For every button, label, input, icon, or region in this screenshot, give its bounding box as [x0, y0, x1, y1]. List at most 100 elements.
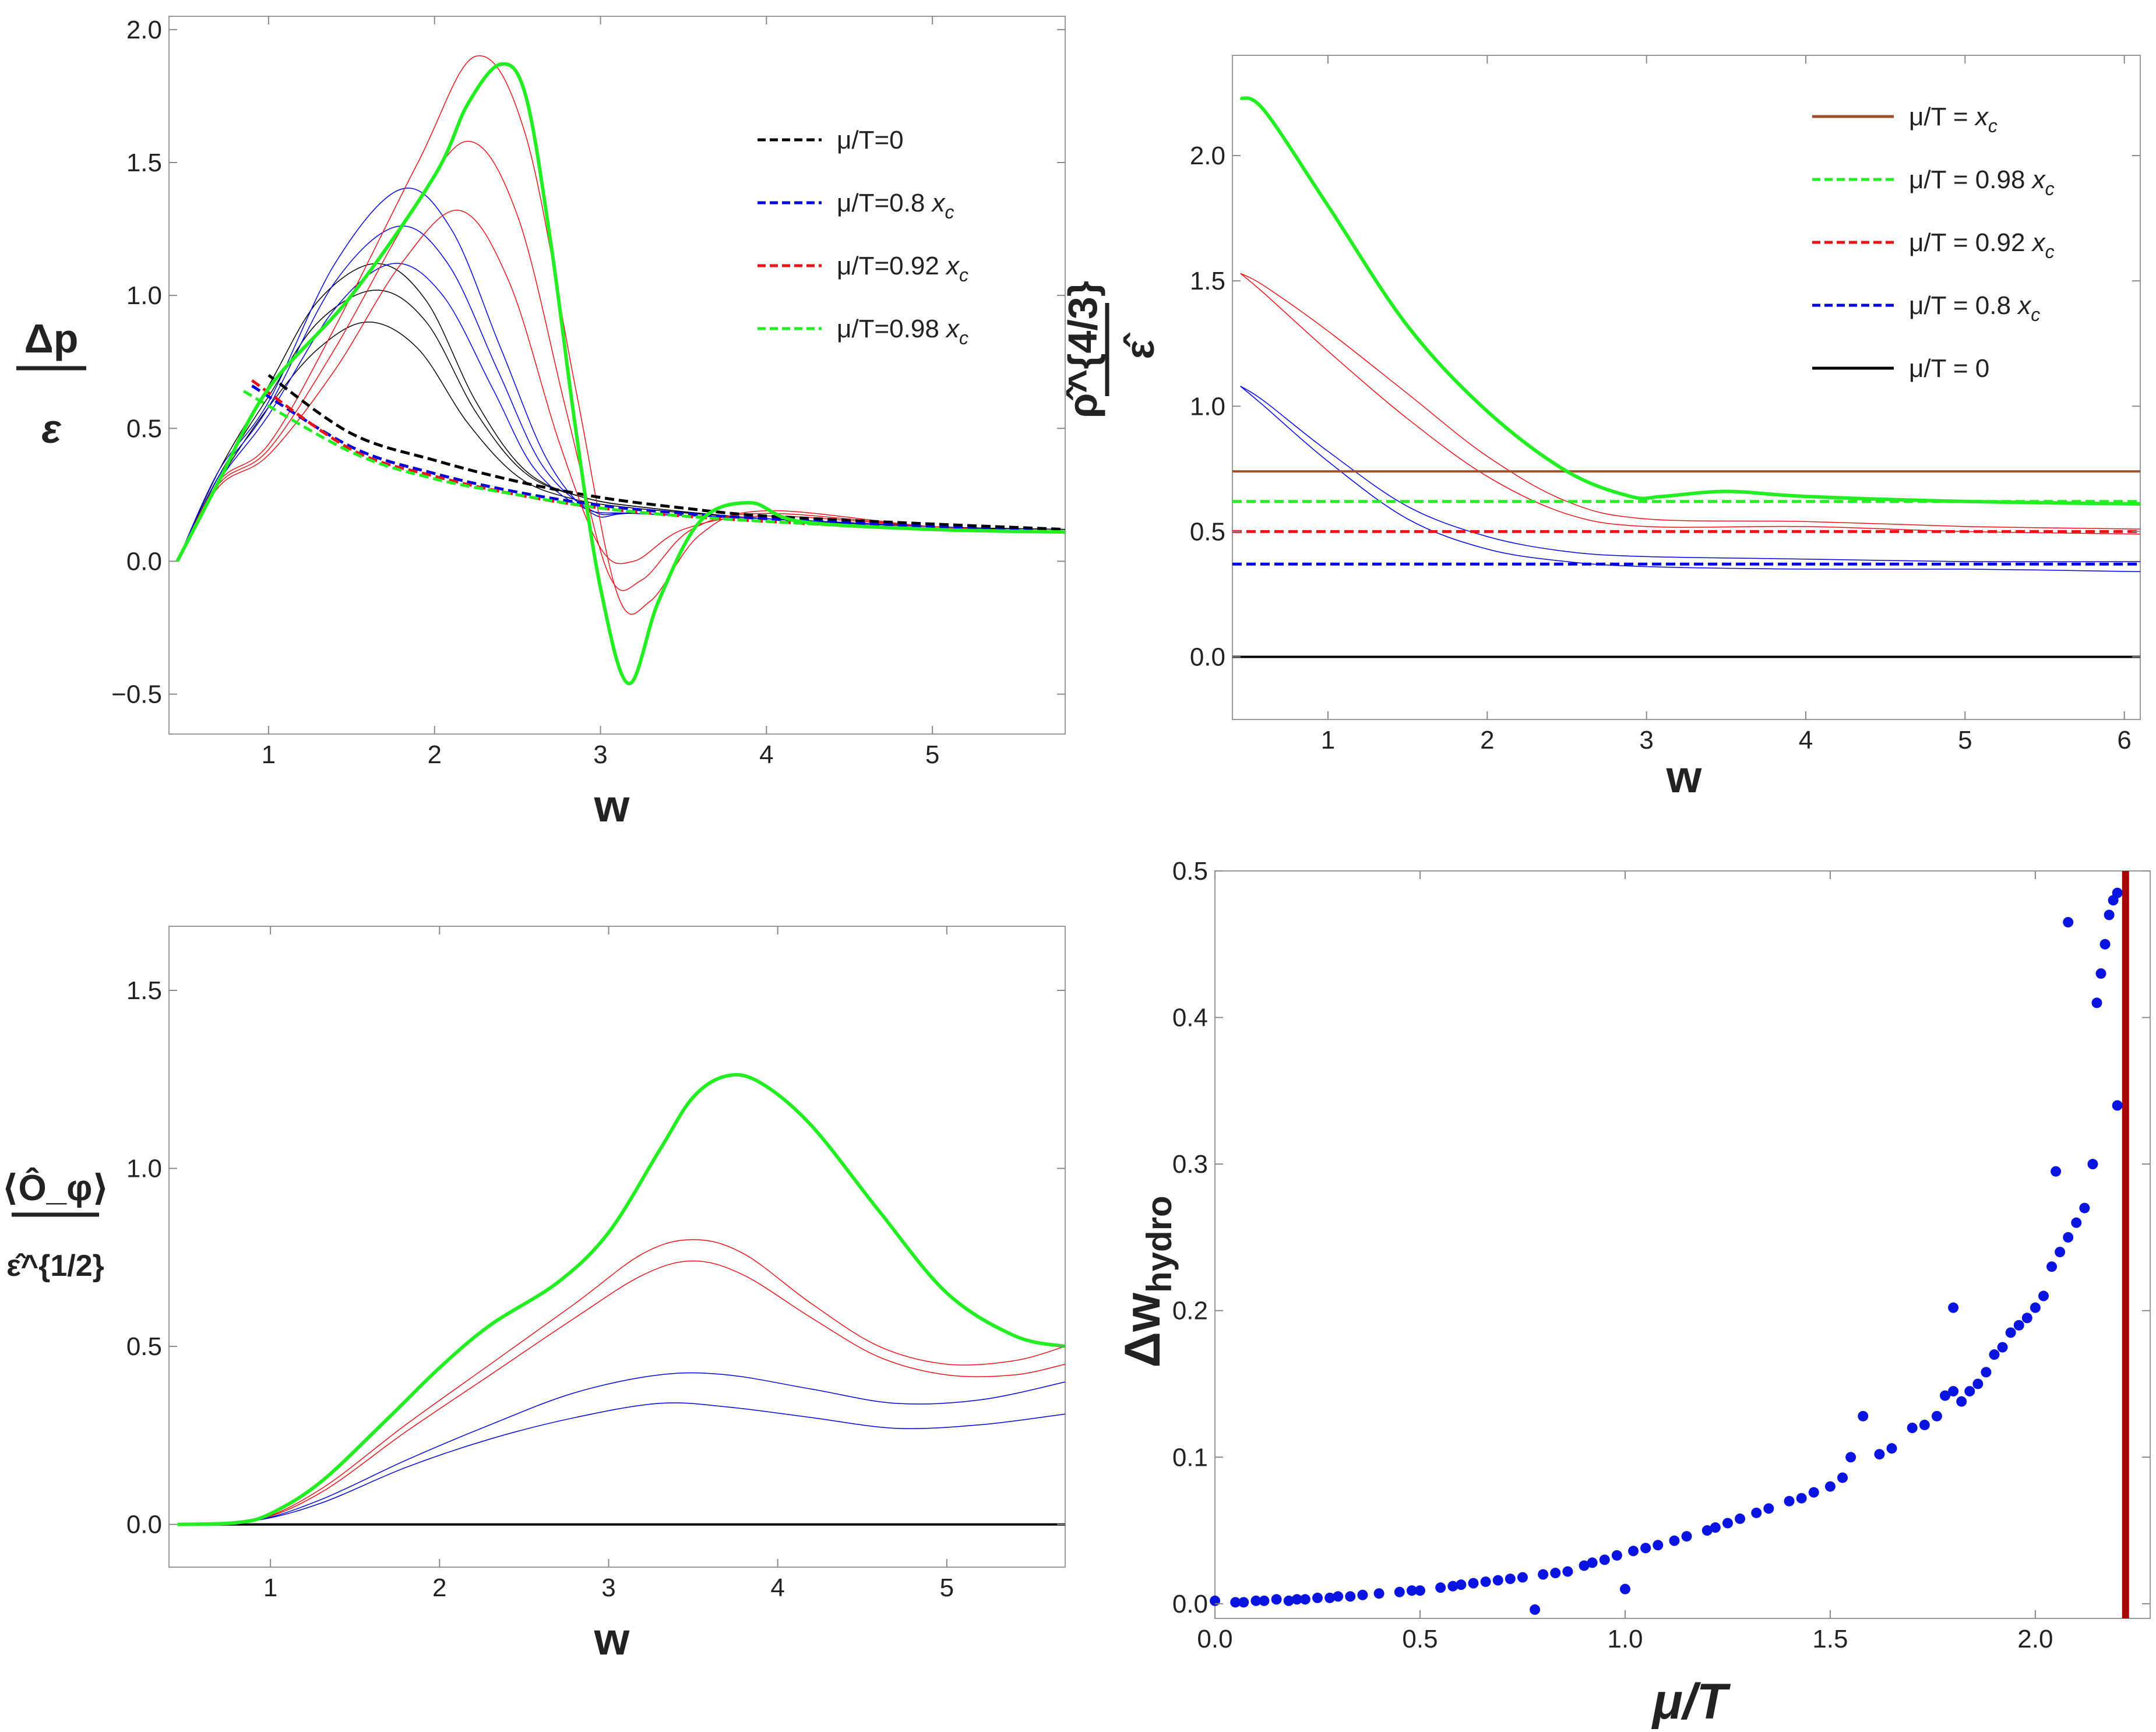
- p4-scatter-point: [1414, 1585, 1425, 1596]
- p4-ytick-label: 0.3: [1172, 1150, 1208, 1179]
- p3-ytick-label: 1.0: [126, 1155, 162, 1183]
- p4-xtick-label: 0.5: [1402, 1625, 1438, 1653]
- p4-scatter-point: [1468, 1578, 1479, 1589]
- p3-xtick-label: 2: [432, 1574, 446, 1602]
- p2-legend-label: μ/T = xc: [1909, 103, 1998, 136]
- p4-points-group: [1210, 871, 2129, 1618]
- p2-ytick-label: 0.0: [1190, 643, 1225, 671]
- panel-delta-p: 1 2 3 4 5 −0.5 0.0 0.5 1.0 1.5 2.0 μ/T=0 μ/T=0.8 xc…: [16, 16, 1066, 831]
- panel-rho-ratio: 1 2 3 4 5 6 0.0 0.5 1.0 1.5 2.0 μ/T = xc μ/T = 0.98…: [1060, 55, 2141, 802]
- p1-legend-label: μ/T=0.92 xc: [837, 252, 968, 285]
- p2-legend-label: μ/T = 0: [1909, 354, 1989, 383]
- p4-ytick-label: 0.5: [1172, 857, 1208, 886]
- p1-series-line: [177, 263, 1065, 562]
- p3-ytick-label: 0.0: [126, 1511, 162, 1539]
- p4-scatter-point: [1394, 1586, 1405, 1597]
- p3-y-axis-label-numerator: ⟨Ô_φ⟩: [2, 1168, 109, 1208]
- p4-scatter-point: [1981, 1367, 1992, 1378]
- p3-series-line: [177, 1372, 1065, 1525]
- p4-scatter-point: [2112, 887, 2123, 898]
- p4-scatter-point: [1722, 1518, 1733, 1529]
- p4-scatter-point: [2063, 917, 2074, 928]
- p4-scatter-point: [1948, 1302, 1959, 1313]
- p4-scatter-point: [1989, 1349, 2000, 1360]
- p4-scatter-point: [1599, 1554, 1610, 1565]
- p4-scatter-point: [1259, 1595, 1270, 1606]
- p1-xtick-label: 4: [759, 740, 773, 769]
- p2-series-line: [1240, 386, 2140, 572]
- p4-scatter-point: [1579, 1560, 1590, 1571]
- p4-scatter-point: [1230, 1597, 1241, 1608]
- p1-series-group: [175, 55, 1065, 686]
- p4-scatter-point: [1784, 1495, 1795, 1507]
- p4-scatter-point: [1751, 1507, 1762, 1518]
- p4-scatter-point: [1357, 1589, 1368, 1600]
- p2-legend-label: μ/T = 0.8 xc: [1909, 291, 2040, 325]
- p1-legend: μ/T=0 μ/T=0.8 xc μ/T=0.92 xc μ/T=0.98 xc: [758, 126, 968, 348]
- p3-x-axis-label: w: [594, 1613, 630, 1664]
- p4-scatter-point: [2079, 1202, 2090, 1214]
- p1-ytick-label: 0.0: [126, 547, 162, 576]
- p2-ytick-label: 2.0: [1190, 142, 1225, 170]
- p1-series-line: [251, 385, 1065, 534]
- p2-series-group: [1232, 96, 2140, 658]
- p2-plot-frame: [1232, 55, 2141, 720]
- p1-x-axis-label: w: [594, 780, 630, 831]
- p3-series-line: [177, 1073, 1065, 1526]
- p3-plot-frame: [168, 926, 1066, 1568]
- p4-scatter-point: [1435, 1582, 1446, 1593]
- p4-ytick-label: 0.1: [1172, 1443, 1208, 1472]
- p4-scatter-point: [1948, 1386, 1959, 1397]
- p2-xtick-label: 5: [1958, 726, 1972, 754]
- p4-scatter-point: [1324, 1592, 1336, 1603]
- p3-xtick-label: 5: [940, 1574, 954, 1602]
- p1-legend-label: μ/T=0.98 xc: [837, 315, 968, 348]
- p3-ytick-label: 1.5: [126, 976, 162, 1005]
- p4-scatter-point: [1283, 1595, 1294, 1606]
- p3-series-line: [177, 1402, 1065, 1525]
- p4-scatter-point: [2051, 1166, 2062, 1177]
- p4-scatter-point: [2095, 968, 2106, 979]
- p4-y-axis-label: Δwhydro: [1115, 1195, 1179, 1367]
- p4-scatter-point: [1210, 1595, 1220, 1606]
- p4-x-axis-label: μ/T: [1651, 1674, 1731, 1730]
- panel-delta-w-hydro: 0.0 0.5 1.0 1.5 2.0 0.0 0.1 0.2 0.3 0.4 0.5 μ/T Δw…: [1115, 857, 2151, 1730]
- p4-xtick-label: 1.0: [1607, 1625, 1643, 1653]
- p4-plot-frame: [1214, 870, 2151, 1619]
- p4-scatter-point: [1845, 1452, 1856, 1463]
- p1-xtick-label: 3: [593, 740, 607, 769]
- p4-scatter-point: [1299, 1594, 1310, 1605]
- p2-y-axis-label-denominator: ε̂: [1117, 332, 1162, 359]
- p4-scatter-point: [2112, 1100, 2123, 1111]
- p4-scatter-point: [1628, 1546, 1639, 1557]
- p3-xtick-label: 4: [770, 1574, 784, 1602]
- p4-ytick-label: 0.4: [1172, 1004, 1208, 1032]
- p4-scatter-point: [1271, 1594, 1282, 1605]
- p4-scatter-point: [2087, 1159, 2098, 1170]
- p4-scatter-point: [1964, 1386, 1975, 1397]
- p1-ytick-label: −0.5: [111, 680, 162, 709]
- p4-scatter-point: [2005, 1327, 2016, 1338]
- p4-scatter-point: [2091, 997, 2102, 1008]
- p2-xtick-label: 2: [1480, 726, 1494, 754]
- p2-x-axis-label: w: [1666, 751, 1702, 802]
- p4-scatter-point: [1972, 1378, 1984, 1389]
- p3-y-axis-label-denominator: ε̂^{1/2}: [6, 1249, 104, 1283]
- p4-scatter-point: [1837, 1472, 1848, 1483]
- p4-ytick-label: 0.0: [1172, 1590, 1208, 1618]
- p4-scatter-point: [2013, 1320, 2024, 1331]
- p2-legend-label: μ/T = 0.98 xc: [1909, 165, 2055, 199]
- p4-scatter-point: [1562, 1566, 1573, 1577]
- p4-scatter-point: [1505, 1574, 1516, 1585]
- p4-scatter-point: [1333, 1591, 1344, 1602]
- p4-scatter-point: [2046, 1261, 2058, 1272]
- p2-ytick-label: 0.5: [1190, 517, 1225, 546]
- p4-scatter-point: [1456, 1579, 1467, 1590]
- p2-xtick-label: 6: [2117, 726, 2131, 754]
- p4-scatter-point: [1931, 1410, 1942, 1421]
- p4-scatter-point: [1538, 1569, 1549, 1580]
- p4-scatter-point: [1611, 1550, 1622, 1561]
- p4-scatter-point: [1530, 1604, 1541, 1615]
- p4-scatter-point: [1940, 1390, 1951, 1401]
